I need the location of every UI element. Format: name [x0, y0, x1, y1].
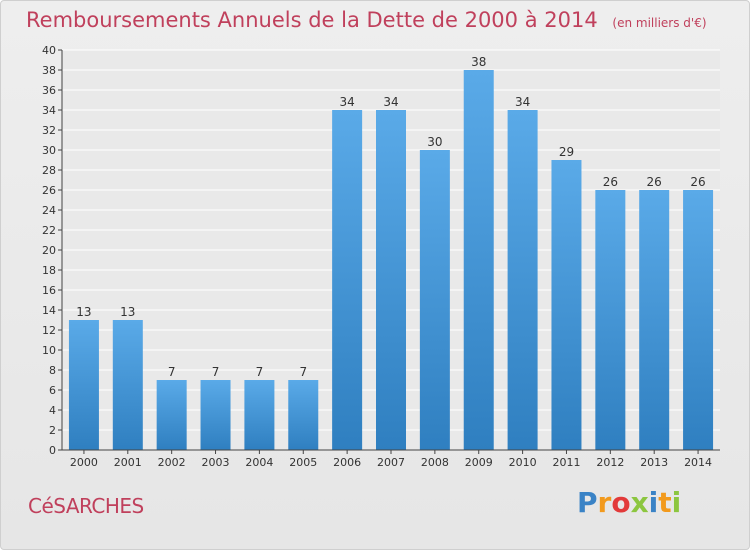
data-label: 29: [559, 145, 574, 159]
bar: [639, 190, 670, 450]
x-tick-label: 2000: [70, 456, 98, 469]
logo-letter: i: [671, 486, 682, 519]
data-label: 34: [339, 95, 354, 109]
y-tick-label: 30: [42, 144, 56, 157]
bar: [419, 150, 450, 450]
data-label: 7: [256, 365, 264, 379]
city-name: CéSARCHES: [28, 494, 144, 518]
logo-letter: o: [611, 486, 631, 519]
x-tick-label: 2002: [158, 456, 186, 469]
x-tick-label: 2011: [552, 456, 580, 469]
x-tick-label: 2013: [640, 456, 668, 469]
data-label: 38: [471, 55, 486, 69]
logo-letter: x: [630, 486, 649, 519]
bar: [376, 110, 406, 450]
bar: [595, 190, 626, 450]
x-tick-label: 2010: [509, 456, 537, 469]
data-label: 26: [690, 175, 705, 189]
data-label: 13: [76, 305, 91, 319]
bar: [68, 320, 99, 450]
x-tick-label: 2006: [333, 456, 361, 469]
x-tick-label: 2009: [465, 456, 493, 469]
y-tick-label: 18: [42, 264, 56, 277]
y-tick-label: 0: [49, 444, 56, 457]
logo-letter: t: [658, 486, 672, 519]
chart-title: Remboursements Annuels de la Dette de 20…: [26, 8, 707, 32]
data-label: 13: [120, 305, 135, 319]
bar: [112, 320, 143, 450]
data-label: 30: [427, 135, 442, 149]
y-tick-label: 28: [42, 164, 56, 177]
x-tick-label: 2007: [377, 456, 405, 469]
bar: [683, 190, 714, 450]
y-tick-label: 12: [42, 324, 56, 337]
x-tick-label: 2005: [289, 456, 317, 469]
y-tick-label: 22: [42, 224, 56, 237]
y-tick-label: 40: [42, 44, 56, 57]
logo-letter: i: [648, 486, 659, 519]
y-tick-label: 38: [42, 64, 56, 77]
unit-label: (en milliers d'€): [612, 16, 707, 30]
logo-letter: P: [577, 486, 598, 519]
y-tick-label: 8: [49, 364, 56, 377]
data-label: 26: [647, 175, 662, 189]
data-label: 34: [515, 95, 530, 109]
y-tick-label: 34: [42, 104, 56, 117]
data-label: 26: [603, 175, 618, 189]
logo-letter: r: [597, 486, 612, 519]
bar: [244, 380, 275, 450]
proxiti-logo: Proxiti: [577, 486, 681, 519]
x-tick-label: 2008: [421, 456, 449, 469]
data-label: 7: [168, 365, 176, 379]
y-tick-label: 26: [42, 184, 56, 197]
y-tick-label: 6: [49, 384, 56, 397]
y-tick-label: 10: [42, 344, 56, 357]
bar: [551, 160, 582, 450]
y-tick-label: 20: [42, 244, 56, 257]
y-tick-label: 16: [42, 284, 56, 297]
bar: [463, 70, 494, 450]
x-tick-label: 2012: [596, 456, 624, 469]
bar: [507, 110, 538, 450]
x-tick-label: 2004: [245, 456, 273, 469]
x-tick-label: 2014: [684, 456, 712, 469]
x-tick-label: 2001: [114, 456, 142, 469]
y-tick-label: 36: [42, 84, 56, 97]
y-tick-label: 24: [42, 204, 56, 217]
data-label: 7: [299, 365, 307, 379]
bar: [156, 380, 187, 450]
y-tick-label: 14: [42, 304, 56, 317]
y-tick-label: 32: [42, 124, 56, 137]
bar: [200, 380, 231, 450]
title-text: Remboursements Annuels de la Dette de 20…: [26, 8, 598, 32]
bar: [288, 380, 319, 450]
data-label: 34: [383, 95, 398, 109]
data-label: 7: [212, 365, 220, 379]
y-tick-label: 4: [49, 404, 56, 417]
x-tick-label: 2003: [202, 456, 230, 469]
bar: [332, 110, 363, 450]
y-tick-label: 2: [49, 424, 56, 437]
